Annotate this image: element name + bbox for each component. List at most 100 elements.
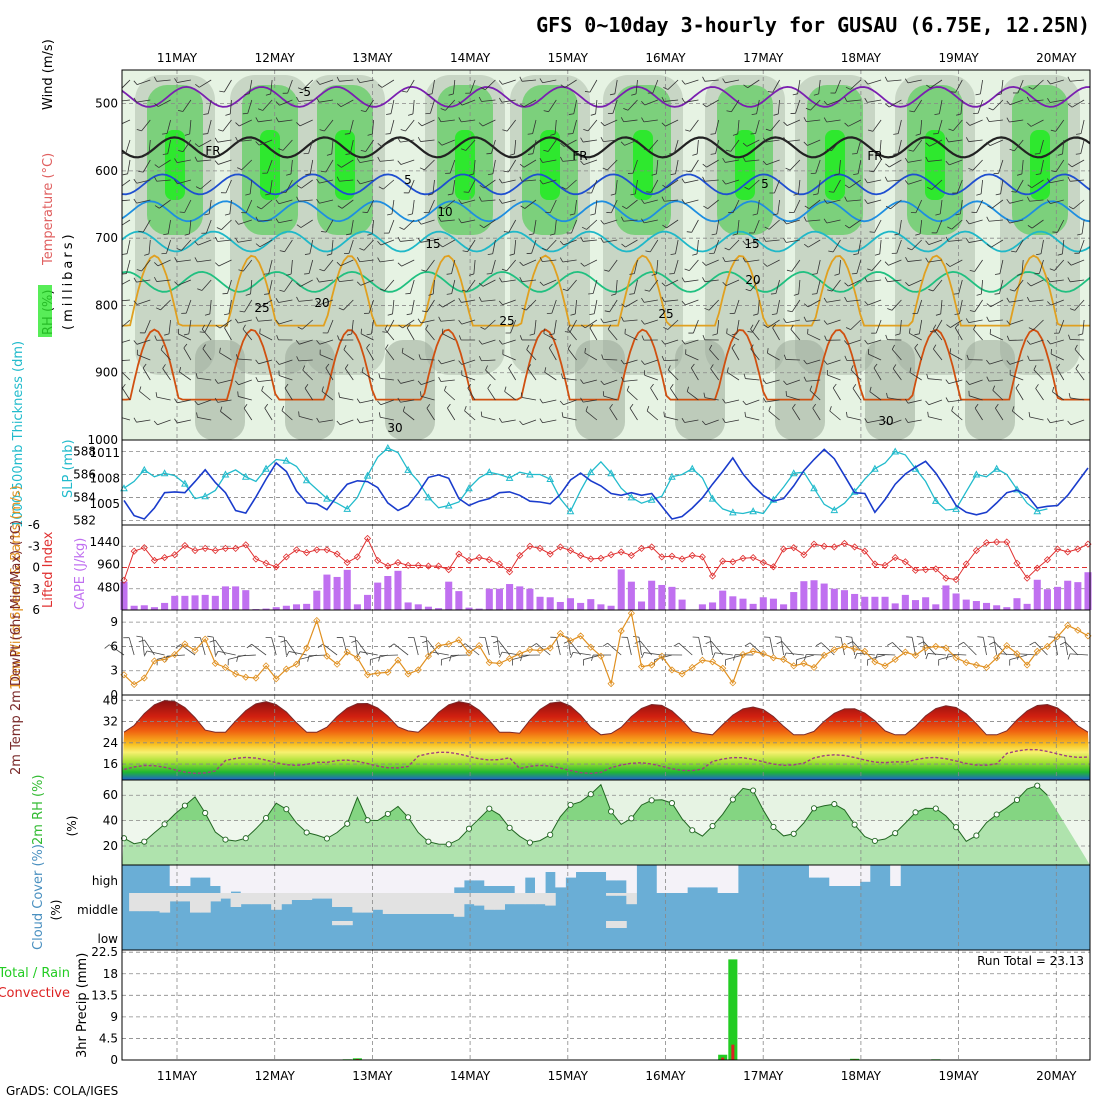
surface-wind-barb-flag	[744, 642, 751, 647]
wind-barb-flag	[204, 213, 210, 216]
wind-barb	[954, 327, 963, 341]
wind-barb	[772, 327, 780, 341]
wind-barb	[184, 199, 192, 213]
wind-barb	[136, 79, 151, 85]
wind-barb-flag	[904, 157, 909, 163]
bottom-date-label: 19MAY	[938, 1069, 979, 1083]
wind-barb-flag	[965, 219, 970, 225]
wind-barb-flag	[752, 213, 758, 216]
wind-barb-flag	[1026, 296, 1030, 302]
wind-barb-flag	[133, 198, 137, 204]
wind-barb	[564, 79, 577, 88]
top-date-label: 12MAY	[255, 51, 296, 65]
wind-barb	[1070, 179, 1085, 182]
wind-barb-flag	[1068, 206, 1074, 210]
surface-wind-barb	[710, 640, 724, 656]
cloud-gap-middle	[189, 893, 201, 913]
wind-barb	[452, 79, 456, 94]
wind-barb	[421, 119, 435, 127]
rh-2m-point	[993, 811, 1000, 818]
wind-barb	[889, 159, 902, 168]
lifted-index-point	[242, 541, 250, 549]
lifted-index-point	[739, 554, 747, 562]
top-date-label: 17MAY	[743, 51, 784, 65]
wind-barb-flag	[909, 367, 912, 373]
wind-barb	[408, 179, 415, 194]
surface-wind-barb	[781, 641, 795, 656]
cloud-gap-high	[808, 865, 820, 878]
wind-barb-flag	[448, 93, 454, 96]
cape-bar	[1003, 607, 1011, 610]
wind-barb-flag	[846, 411, 848, 417]
precip-convective-bar	[721, 1057, 725, 1060]
rh-2m-point	[871, 837, 878, 844]
cape-bar	[982, 602, 991, 610]
thickness-point	[221, 470, 230, 478]
wind-barb-flag	[711, 233, 717, 236]
temp-tick-label: 16	[103, 757, 118, 771]
wind-barb	[745, 378, 760, 381]
wind-barb-flag	[1067, 261, 1072, 266]
wind-barb	[832, 387, 841, 401]
wind-barb	[807, 239, 821, 248]
wind-barb	[298, 199, 313, 202]
wind-barb-flag	[762, 397, 767, 403]
wind-barb	[826, 219, 841, 224]
wind-barb-flag	[275, 298, 279, 303]
wind-speed-point	[982, 663, 991, 672]
wind-barb-flag	[928, 289, 934, 292]
wind-speed-point	[1013, 650, 1021, 658]
wind-barb	[867, 339, 882, 345]
wind-barb	[122, 388, 131, 401]
rh-2m-point	[587, 791, 594, 798]
wind-speed-point	[729, 679, 737, 687]
upper-air-ylabel: (millibars)	[61, 231, 76, 330]
wind-barb-flag	[946, 324, 951, 328]
surface-wind-barb-flag	[854, 653, 858, 659]
wind-barb	[361, 371, 374, 381]
wind-speed-point	[363, 671, 372, 679]
lifted-index-axis-label: Lifted Index	[41, 531, 56, 608]
surface-wind-barb-flag	[420, 635, 427, 638]
wind-speed-point	[232, 670, 240, 678]
wind-barb-flag	[891, 344, 895, 350]
wind-barb-flag	[926, 84, 931, 89]
wind-barb	[753, 219, 760, 234]
wind-barb	[848, 179, 862, 189]
wind-barb-flag	[502, 129, 508, 132]
wind-speed-point	[617, 627, 625, 635]
cloud-gap-middle	[311, 893, 323, 899]
surface-wind-barb	[993, 637, 998, 656]
lifted-index-point	[952, 575, 960, 584]
wind-barb	[308, 259, 314, 274]
wind-barb-flag	[316, 178, 320, 184]
wind-barb-flag	[427, 193, 434, 196]
cloud-gap-high	[352, 865, 363, 893]
wind-barb	[626, 390, 638, 401]
wind-barb	[366, 347, 374, 361]
cape-bar	[333, 576, 341, 610]
wind-barb-flag	[480, 326, 486, 330]
wind-barb	[126, 259, 131, 274]
cloud-gap-high	[169, 865, 181, 886]
wind-barb	[848, 279, 861, 287]
wind-barb	[444, 390, 456, 401]
surface-wind-barb-flag	[1059, 641, 1066, 646]
wind-barb-flag	[580, 397, 584, 403]
wind-barb-flag	[732, 133, 738, 136]
cloud-gap-middle	[504, 893, 516, 905]
surface-wind-barb-flag	[887, 642, 893, 646]
wind-speed-point	[627, 609, 635, 617]
wind-barb	[551, 299, 557, 314]
wind-barb	[797, 79, 801, 94]
wind-barb	[300, 219, 313, 228]
wind-barb-flag	[519, 163, 525, 168]
rh-2m-point	[912, 809, 919, 816]
wind-barb-flag	[437, 359, 442, 365]
wind-barb	[960, 199, 963, 214]
wind-barb	[197, 377, 212, 381]
surface-wind-barb	[840, 637, 845, 656]
wind-barb	[242, 328, 253, 341]
lifted-index-point	[445, 566, 453, 574]
